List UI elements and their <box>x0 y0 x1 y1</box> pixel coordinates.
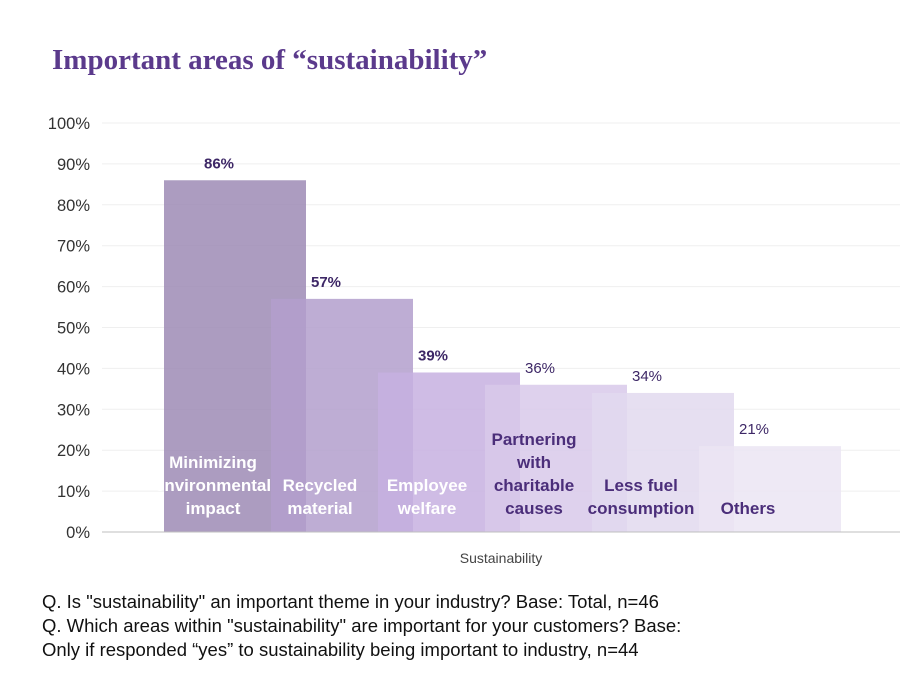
x-axis-title: Sustainability <box>460 550 543 566</box>
y-tick-label: 0% <box>66 524 90 542</box>
data-label: 39% <box>418 347 448 364</box>
footnote-line-2: Q. Which areas within "sustainability" a… <box>42 615 682 636</box>
data-label: 34% <box>632 368 662 385</box>
y-tick-label: 40% <box>57 360 90 378</box>
category-label: Minimizing environmental impact <box>155 453 271 518</box>
chart-title: Important areas of “sustainability” <box>52 44 488 76</box>
data-label: 36% <box>525 360 555 377</box>
y-tick-label: 90% <box>57 156 90 174</box>
category-label: Partnering with charitable causes <box>491 430 576 518</box>
y-tick-label: 60% <box>57 279 90 297</box>
y-tick-label: 70% <box>57 238 90 256</box>
y-tick-label: 100% <box>48 115 91 133</box>
y-tick-label: 80% <box>57 197 90 215</box>
footnotes: Q. Is "sustainability" an important them… <box>42 590 902 662</box>
y-tick-label: 50% <box>57 320 90 338</box>
footnote-line-3: Only if responded “yes” to sustainabilit… <box>42 639 639 660</box>
category-label: Less fuel consumption <box>588 476 695 518</box>
y-tick-label: 20% <box>57 442 90 460</box>
y-tick-label: 10% <box>57 483 90 501</box>
bar <box>699 446 841 532</box>
category-label: Recycled material <box>283 476 358 518</box>
data-label: 86% <box>204 155 234 172</box>
data-label: 57% <box>311 274 341 291</box>
footnote-line-1: Q. Is "sustainability" an important them… <box>42 591 659 612</box>
y-tick-label: 30% <box>57 401 90 419</box>
data-label: 21% <box>739 421 769 438</box>
category-label: Employee welfare <box>387 476 467 518</box>
category-label: Others <box>721 499 776 518</box>
